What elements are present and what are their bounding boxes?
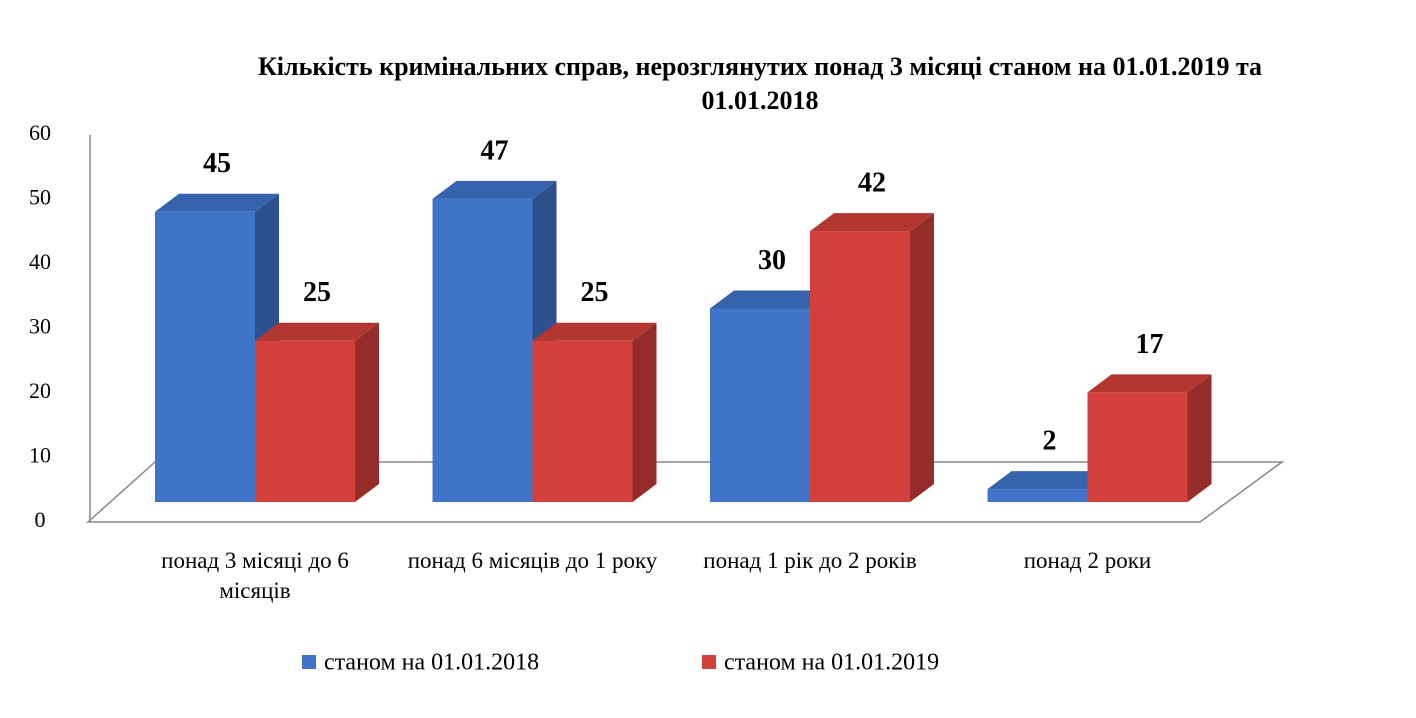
legend-swatch (702, 655, 716, 669)
legend-swatch (302, 655, 316, 669)
y-tick-label: 10 (29, 443, 51, 468)
bar (255, 322, 379, 502)
bar-top (155, 193, 279, 212)
bar-side (632, 322, 657, 502)
x-tick-label: понад 1 рік до 2 років (703, 548, 917, 573)
y-tick-label: 20 (29, 378, 51, 403)
x-tick-label: понад 6 місяців до 1 року (407, 548, 658, 573)
x-tick-label: понад 3 місяці до 6 місяців (161, 548, 349, 603)
legend-label: станом на 01.01.2018 (324, 650, 539, 676)
bar (432, 180, 557, 502)
legend-label: станом на 01.01.2019 (724, 650, 939, 676)
y-tick-label: 30 (29, 314, 51, 339)
bar-top (710, 290, 834, 309)
value-label: 25 (581, 277, 609, 308)
bar (1087, 374, 1212, 502)
value-label: 2 (1043, 426, 1057, 457)
value-label: 45 (203, 148, 231, 179)
bar (532, 322, 657, 502)
bar-front (810, 231, 910, 502)
chart-title: Кількість кримінальних справ, нерозгляну… (257, 52, 1263, 115)
bar-front (1087, 392, 1188, 502)
bar-top (810, 213, 934, 232)
bar-front (155, 211, 255, 502)
y-tick-label: 40 (29, 249, 51, 274)
bar-side (355, 322, 379, 502)
value-label: 25 (303, 277, 331, 308)
bar-top (532, 322, 657, 341)
bar-front (255, 340, 355, 502)
bar (810, 213, 934, 502)
value-label: 47 (481, 135, 509, 166)
bar-front (987, 489, 1088, 502)
bar-front (432, 198, 533, 502)
value-label: 42 (858, 168, 886, 199)
bar-top (1087, 374, 1212, 393)
value-label: 17 (1136, 329, 1164, 360)
bar-front (710, 308, 810, 502)
y-tick-label: 0 (35, 507, 46, 532)
floor (86, 461, 1285, 523)
y-tick-label: 60 (29, 120, 51, 145)
bar-side (1187, 374, 1212, 502)
x-tick-label: понад 2 роки (1023, 548, 1152, 573)
y-tick-label: 50 (29, 185, 51, 210)
bar-top (255, 322, 379, 341)
bar-top (987, 471, 1112, 490)
bar-front (532, 340, 633, 502)
bar-side (910, 213, 934, 502)
bar-top (432, 180, 557, 199)
value-label: 30 (758, 245, 786, 276)
